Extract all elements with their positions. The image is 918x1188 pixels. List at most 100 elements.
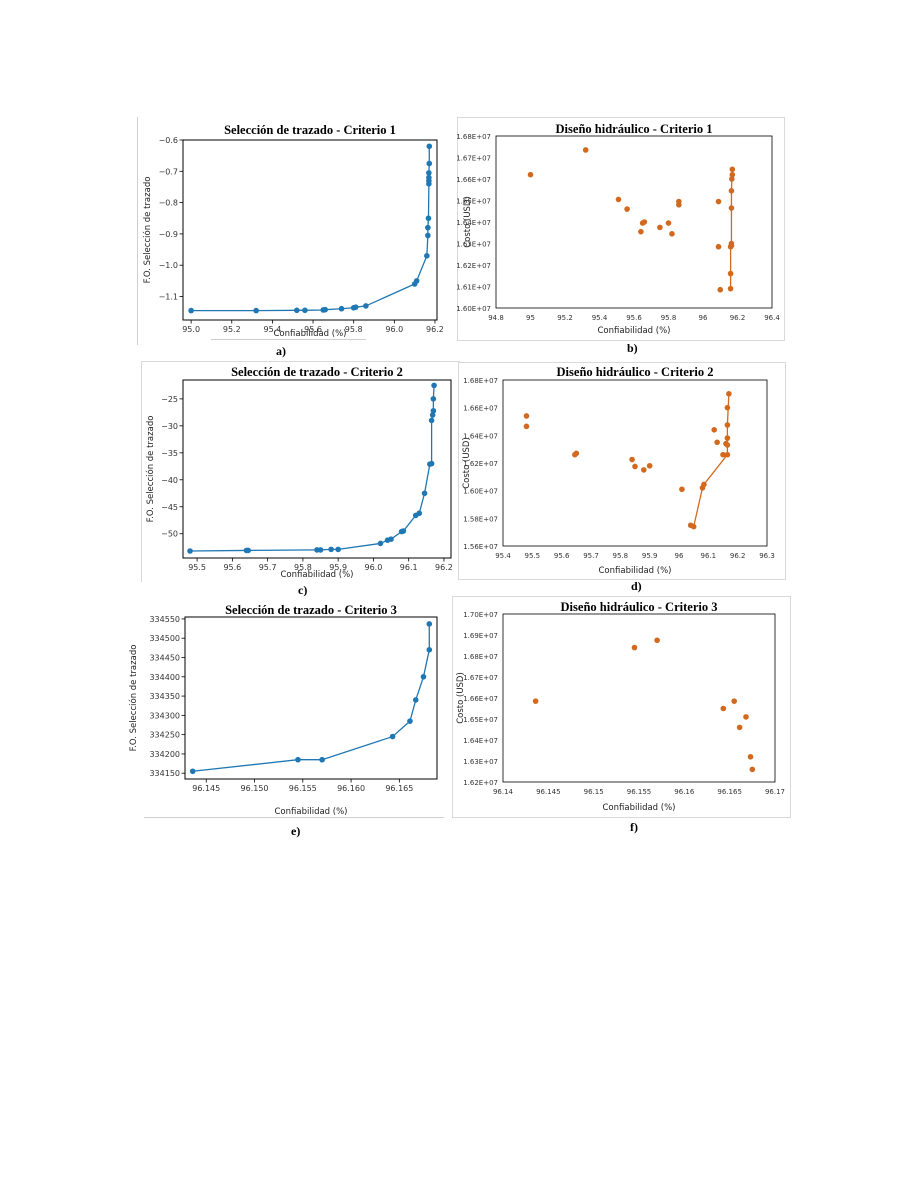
y-tick-label: 1.66E+07 xyxy=(463,405,498,413)
y-tick-label: 1.62E+07 xyxy=(456,262,491,270)
y-tick-label: 1.62E+07 xyxy=(463,460,498,468)
data-point xyxy=(641,219,648,225)
data-point xyxy=(749,766,756,773)
x-tick-label: 95.7 xyxy=(259,563,277,572)
x-tick-label: 96.2 xyxy=(730,314,746,322)
y-tick-label: 1.60E+07 xyxy=(463,488,498,496)
y-tick-label: 1.67E+07 xyxy=(463,674,498,682)
y-tick-label: 334300 xyxy=(149,711,180,720)
data-point xyxy=(426,174,432,181)
series-line xyxy=(729,169,733,289)
x-tick-label: 96.2 xyxy=(426,325,444,334)
data-point xyxy=(727,285,734,292)
x-tick-label: 94.8 xyxy=(488,314,504,322)
data-point xyxy=(416,510,423,517)
y-tick-label: −0.6 xyxy=(159,136,178,145)
panel-label-f: f) xyxy=(630,820,638,834)
chart-svg-e: Selección de trazado - Criterio 3 96.145 9… xyxy=(128,603,438,817)
y-tick-label: −35 xyxy=(161,449,178,458)
x-tick-label: 96.4 xyxy=(764,314,780,322)
x-tick-label: 96.165 xyxy=(385,784,413,793)
y-tick-label: −0.7 xyxy=(159,167,178,176)
x-tick-label: 96.1 xyxy=(701,552,717,560)
chart-panel-e: Selección de trazado - Criterio 3 96.145 9… xyxy=(126,599,444,819)
data-point xyxy=(302,307,308,314)
data-point xyxy=(426,621,433,627)
y-axis-label: F.O. Selección de trazado xyxy=(128,645,139,752)
data-point xyxy=(425,215,432,222)
chart-title: Diseño hidráulico - Criterio 1 xyxy=(556,122,713,136)
data-point xyxy=(736,724,743,731)
y-axis-label: F.O. Selección de trazado xyxy=(142,177,153,284)
data-point xyxy=(335,546,341,553)
x-tick-label: 95.8 xyxy=(661,314,677,322)
data-point xyxy=(407,718,413,724)
data-point xyxy=(388,536,394,542)
y-tick-label: 1.63E+07 xyxy=(456,241,491,249)
y-tick-label: 1.66E+07 xyxy=(463,695,498,703)
data-point xyxy=(720,451,726,458)
x-tick-label: 96.3 xyxy=(759,552,775,560)
x-tick-label: 96.16 xyxy=(674,788,695,796)
data-point xyxy=(743,714,749,720)
data-point xyxy=(724,451,731,458)
data-point xyxy=(527,171,534,178)
x-tick-label: 96 xyxy=(699,314,708,322)
y-tick-label: 334400 xyxy=(149,673,180,682)
data-point xyxy=(715,243,722,250)
x-tick-label: 95.6 xyxy=(554,552,570,560)
plot-frame xyxy=(184,616,438,780)
plot-frame xyxy=(502,613,776,783)
data-point xyxy=(426,170,432,176)
x-axis-label: Confiabilidad (%) xyxy=(598,326,671,336)
y-tick-label: −1.0 xyxy=(159,261,178,270)
x-tick-label: 96.160 xyxy=(337,784,365,793)
y-tick-label: −1.1 xyxy=(159,293,178,302)
data-point xyxy=(428,460,435,467)
data-point xyxy=(724,404,731,411)
plot-frame xyxy=(182,139,438,321)
data-point xyxy=(690,523,697,530)
data-point xyxy=(363,303,369,309)
series-line xyxy=(191,146,430,312)
y-tick-label: −50 xyxy=(161,530,178,539)
x-axis-label: Confiabilidad (%) xyxy=(603,803,676,813)
data-point xyxy=(727,270,734,277)
y-tick-label: −40 xyxy=(161,476,178,485)
chart-svg-d: Diseño hidráulico - Criterio 2 95.4 95.5 95… xyxy=(462,365,775,576)
chart-svg-c: Selección de trazado - Criterio 2 95.5 95.… xyxy=(145,365,453,580)
data-point xyxy=(322,306,329,313)
data-point xyxy=(430,407,437,414)
data-point xyxy=(188,307,194,314)
data-point xyxy=(701,481,707,488)
x-tick-label: 96.145 xyxy=(536,788,561,796)
x-tick-label: 96.2 xyxy=(730,552,746,560)
plot-frame xyxy=(495,135,773,309)
data-point xyxy=(669,231,675,237)
data-point xyxy=(715,198,722,205)
data-point xyxy=(665,220,672,226)
x-tick-label: 96.145 xyxy=(192,784,220,793)
data-point xyxy=(425,224,431,231)
panel-label-d: d) xyxy=(631,579,642,593)
y-tick-label: 334500 xyxy=(149,634,180,643)
y-tick-label: −0.9 xyxy=(159,230,178,239)
chart-svg-f: Diseño hidráulico - Criterio 3 96.14 96.14… xyxy=(456,600,785,813)
y-tick-label: 1.64E+07 xyxy=(463,737,498,745)
y-axis-label: Costo (USD) xyxy=(463,196,473,248)
chart-svg-b: Diseño hidráulico - Criterio 1 94.8 95 95.2… xyxy=(456,122,780,336)
y-axis-label: F.O. Selección de trazado xyxy=(145,416,156,523)
y-tick-label: 1.68E+07 xyxy=(463,653,498,661)
data-point xyxy=(717,286,724,293)
x-tick-label: 96.14 xyxy=(493,788,514,796)
x-tick-label: 95.4 xyxy=(495,552,511,560)
series-line xyxy=(192,623,430,772)
y-tick-label: 1.63E+07 xyxy=(463,758,498,766)
x-tick-label: 95.6 xyxy=(626,314,642,322)
data-point xyxy=(431,382,437,389)
chart-title: Selección de trazado - Criterio 3 xyxy=(225,603,397,617)
y-axis-label: Costo (USD) xyxy=(462,437,472,489)
data-point xyxy=(420,673,427,680)
series-line xyxy=(690,393,730,528)
data-point xyxy=(729,166,736,173)
